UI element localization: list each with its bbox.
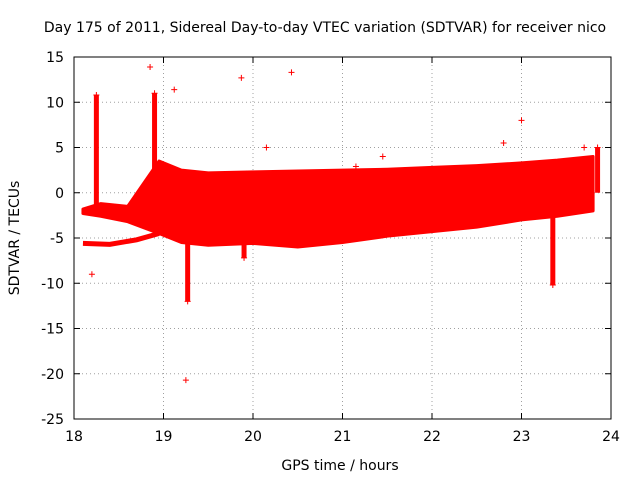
y-tick-label: -5 [50, 231, 64, 247]
sdtvar-spike-tip-marker [594, 144, 601, 151]
x-tick-label: 20 [244, 429, 262, 445]
x-axis-title: GPS time / hours [281, 458, 398, 474]
sdtvar-outlier-point [88, 271, 95, 278]
y-axis-title: SDTVAR / TECUs [7, 181, 23, 296]
y-tick-label: 5 [55, 141, 64, 157]
y-tick-label: -15 [41, 322, 64, 338]
sdtvar-spike-tip-marker [241, 254, 248, 261]
y-tick-label: 0 [55, 186, 64, 202]
x-tick-label: 19 [155, 429, 173, 445]
axis-ticks: 18 19 20 21 22 23 24 15 10 5 0 -5 -10 -15 -20 -25 [41, 50, 620, 445]
sdtvar-outlier-point [263, 144, 270, 151]
sdtvar-outlier-point [288, 69, 295, 76]
x-tick-label: 21 [334, 429, 352, 445]
sdtvar-spike-tip-marker [549, 282, 556, 289]
chart-title: Day 175 of 2011, Sidereal Day-to-day VTE… [44, 20, 606, 36]
sdtvar-outlier-point [518, 117, 525, 124]
sdtvar-outlier-point [581, 144, 588, 151]
x-tick-label: 22 [423, 429, 441, 445]
sdtvar-outlier-point [182, 377, 189, 384]
sdtvar-outlier-point [147, 63, 154, 70]
sdtvar-spike-tip-marker [184, 298, 191, 305]
sdtvar-outlier-point [352, 163, 359, 170]
y-tick-label: -10 [41, 276, 64, 292]
x-tick-label: 18 [65, 429, 83, 445]
sdtvar-spike-tip-marker [93, 92, 100, 99]
sdtvar-outlier-point [379, 153, 386, 160]
y-tick-label: 10 [46, 95, 64, 111]
data-points [81, 63, 601, 384]
x-tick-label: 23 [513, 429, 531, 445]
y-tick-label: -20 [41, 367, 64, 383]
sdtvar-lower-branch [82, 231, 160, 247]
y-tick-label: -25 [41, 412, 64, 428]
x-tick-label: 24 [602, 429, 620, 445]
sdtvar-dense-band [81, 155, 595, 249]
sdtvar-outlier-point [500, 139, 507, 146]
sdtvar-outlier-point [238, 74, 245, 81]
y-tick-label: 15 [46, 50, 64, 66]
sdtvar-outlier-point [171, 86, 178, 93]
sdtvar-spike-tip-marker [151, 90, 158, 97]
